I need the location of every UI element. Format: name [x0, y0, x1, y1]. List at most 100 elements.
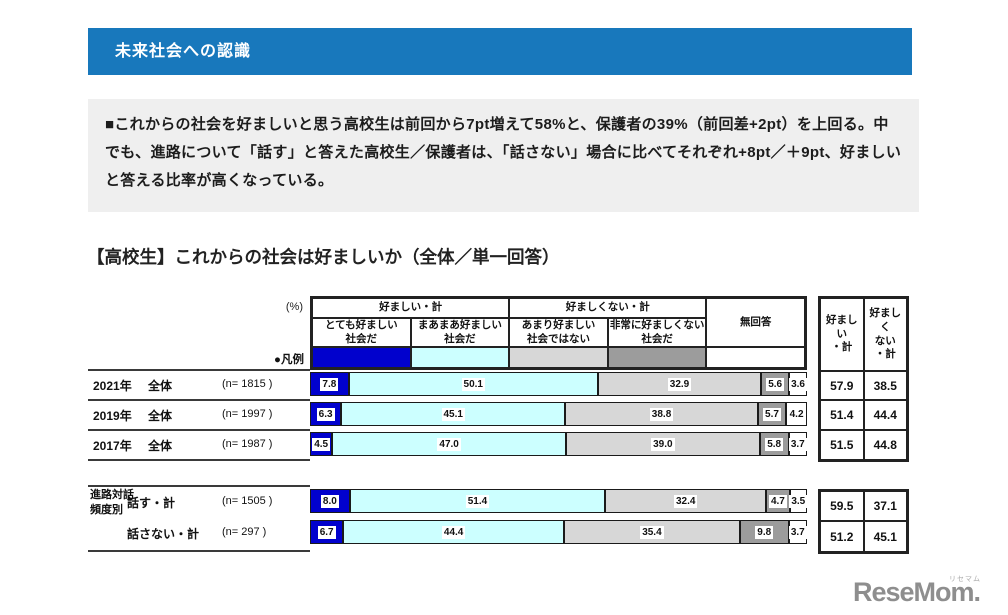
row-period: 2017年 — [93, 439, 132, 453]
section-banner: 未来社会への認識 — [88, 28, 912, 75]
totals-unfavorable-2019: 44.4 — [863, 400, 907, 430]
bar-segment-value: 50.1 — [461, 377, 485, 391]
legend-item-very-favorable: とても好ましい 社会だ — [312, 318, 411, 347]
table-row-talk: 話す・計 (n= 1505 ) 8.0 51.4 32.4 4.7 3.5 — [88, 486, 909, 517]
resemom-logo: ReseMom. リセマム — [853, 576, 1003, 611]
bar-segment: 5.6 — [761, 372, 790, 396]
row-period: 2021年 — [93, 379, 132, 393]
legend-caption: ●凡例 — [274, 354, 304, 366]
legend-swatch-no-answer — [706, 347, 805, 368]
totals-table-lower: 59.5 37.1 51.2 45.1 — [818, 489, 909, 554]
bar-segment: 3.5 — [789, 489, 808, 513]
bar-segment: 32.9 — [597, 372, 762, 396]
bar-segment: 51.4 — [349, 489, 606, 513]
divider-line — [88, 485, 310, 487]
bar-segment-value: 3.5 — [789, 494, 808, 508]
row-sample-size: (n= 1997 ) — [222, 408, 273, 420]
row-sample-size: (n= 1815 ) — [222, 378, 273, 390]
table-row-no-talk: 話さない・計 (n= 297 ) 6.7 44.4 35.4 9.8 3.7 — [88, 517, 909, 549]
bar-segment: 9.8 — [739, 520, 789, 544]
bar-segment: 4.7 — [766, 489, 790, 513]
bar-segment-value: 5.8 — [765, 437, 784, 451]
legend-swatch-very-favorable — [312, 347, 411, 368]
bar-segment-value: 39.0 — [651, 437, 675, 451]
bar-segment: 38.8 — [565, 402, 758, 426]
bar-segment-value: 35.4 — [640, 525, 664, 539]
row-label: 話さない・計 — [127, 527, 200, 541]
bar-segment-value: 8.0 — [320, 494, 339, 508]
totals-unfavorable-talk: 37.1 — [863, 491, 907, 521]
table-row-2021: 2021年 全体 (n= 1815 ) 7.8 50.1 32.9 5.6 3.6 — [88, 369, 909, 399]
bar-segment: 4.2 — [786, 402, 807, 426]
bar-segment: 32.4 — [605, 489, 767, 513]
totals-favorable-talk: 59.5 — [820, 491, 864, 521]
summary-text: ■これからの社会を好ましいと思う高校生は前回から7pt増えて58%と、保護者の3… — [105, 116, 902, 190]
legend-item-somewhat-favorable: まあまあ好ましい 社会だ — [410, 318, 510, 347]
totals-unfavorable-2021: 38.5 — [863, 371, 907, 400]
bar-segment: 4.5 — [310, 432, 333, 456]
bar-segment: 6.7 — [310, 520, 344, 544]
bar-segment-value: 4.7 — [768, 494, 787, 508]
bar-segment: 44.4 — [343, 520, 564, 544]
header-favorable-total: 好ましい・計 — [312, 298, 510, 318]
summary-box: ■これからの社会を好ましいと思う高校生は前回から7pt増えて58%と、保護者の3… — [88, 99, 919, 212]
unit-label: (%) — [285, 301, 303, 313]
bar-segment-value: 5.6 — [766, 377, 785, 391]
totals-header-favorable: 好ましい ・計 — [820, 298, 864, 371]
bar-segment: 39.0 — [565, 432, 760, 456]
bar-segment-value: 47.0 — [437, 437, 461, 451]
bar-segment-value: 9.8 — [755, 525, 774, 539]
legend-header-table: 好ましい・計 好ましくない・計 無回答 とても好ましい 社会だ まあまあ好ましい… — [310, 296, 807, 370]
totals-favorable-no-talk: 51.2 — [820, 521, 864, 552]
legend-item-very-unfavorable: 非常に好ましくない 社会だ — [607, 318, 707, 347]
bar-segment-value: 32.4 — [673, 494, 698, 508]
bar-segment-value: 51.4 — [465, 494, 490, 508]
bar-segment-value: 3.6 — [789, 377, 807, 391]
bar-segment: 35.4 — [563, 520, 740, 544]
header-unfavorable-total: 好ましくない・計 — [509, 298, 707, 318]
legend-swatch-very-unfavorable — [607, 347, 707, 368]
totals-favorable-2017: 51.5 — [820, 430, 864, 460]
stacked-bar-no-talk: 6.7 44.4 35.4 9.8 3.7 — [310, 520, 807, 544]
resemom-wordmark: ReseMom. — [853, 577, 981, 607]
section-title: 未来社会への認識 — [115, 43, 252, 60]
row-sample-size: (n= 297 ) — [222, 526, 267, 538]
divider-line — [88, 550, 310, 552]
row-sample-size: (n= 1987 ) — [222, 438, 273, 450]
table-row-2017: 2017年 全体 (n= 1987 ) 4.5 47.0 39.0 5.8 3.7 — [88, 429, 909, 459]
row-label: 全体 — [148, 379, 173, 393]
totals-header-unfavorable: 好ましく ない ・計 — [863, 298, 907, 371]
stacked-bar-2019: 6.3 45.1 38.8 5.7 4.2 — [310, 402, 807, 426]
row-label: 全体 — [148, 409, 173, 423]
bar-segment: 6.3 — [310, 402, 342, 426]
bar-segment: 8.0 — [310, 489, 350, 513]
bar-segment: 3.7 — [788, 432, 807, 456]
bar-segment-value: 44.4 — [441, 525, 466, 539]
totals-table-upper: 好ましい ・計 好ましく ない ・計 57.9 38.5 51.4 44.4 5… — [818, 296, 909, 462]
bar-segment-value: 4.2 — [787, 407, 806, 421]
bar-segment: 5.7 — [757, 402, 787, 426]
legend-item-not-very-favorable: あまり好ましい 社会ではない — [509, 318, 608, 347]
bar-segment-value: 38.8 — [649, 407, 674, 421]
divider-line — [88, 369, 310, 371]
divider-line — [88, 459, 310, 461]
divider-line — [88, 429, 310, 431]
bar-segment-value: 45.1 — [441, 407, 465, 421]
totals-favorable-2021: 57.9 — [820, 371, 864, 400]
resemom-ruby: リセマム — [949, 576, 981, 583]
bar-segment: 3.7 — [788, 520, 807, 544]
legend-swatch-somewhat-favorable — [410, 347, 510, 368]
bar-segment-value: 32.9 — [667, 377, 692, 391]
table-row-2019: 2019年 全体 (n= 1997 ) 6.3 45.1 38.8 5.7 4.2 — [88, 399, 909, 429]
stacked-bar-2021: 7.8 50.1 32.9 5.6 3.6 — [310, 372, 807, 396]
stacked-bar-2017: 4.5 47.0 39.0 5.8 3.7 — [310, 432, 807, 456]
row-label: 話す・計 — [127, 496, 176, 510]
row-label: 全体 — [148, 439, 173, 453]
bar-segment: 3.6 — [789, 372, 807, 396]
bar-segment-value: 6.7 — [317, 525, 336, 539]
bar-segment: 7.8 — [310, 372, 349, 396]
bar-segment: 50.1 — [348, 372, 598, 396]
bar-segment-value: 6.3 — [316, 407, 335, 421]
legend-swatch-not-very-favorable — [509, 347, 608, 368]
